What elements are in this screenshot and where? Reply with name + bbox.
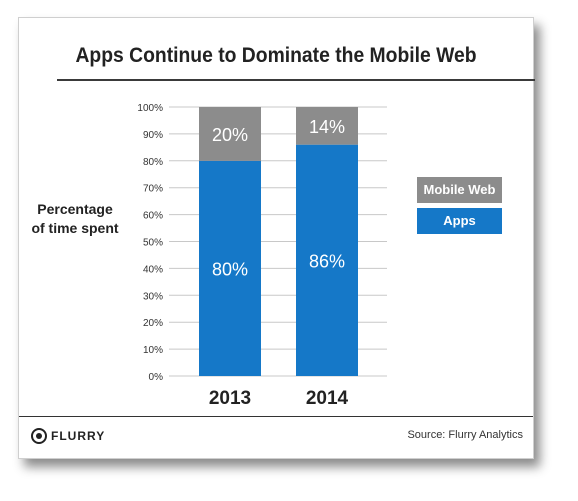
y-tick-label: 0% — [149, 372, 164, 383]
bar-data-label: 20% — [212, 125, 248, 145]
bar-mobile-web-2013 — [199, 107, 261, 161]
bar-data-label: 14% — [309, 117, 345, 137]
y-tick-label: 60% — [143, 211, 163, 222]
bar-apps-2013 — [199, 160, 261, 376]
legend-apps: Apps — [417, 208, 502, 234]
y-axis-label: Percentage of time spent — [25, 200, 125, 238]
source-note: Source: Flurry Analytics — [407, 429, 523, 441]
bar-data-label: 80% — [212, 259, 248, 279]
x-tick-label: 2013 — [209, 388, 251, 409]
y-tick-label: 70% — [143, 184, 163, 195]
x-tick-label: 2014 — [306, 388, 349, 409]
y-tick-label: 10% — [143, 345, 163, 356]
legend-mobile-web: Mobile Web — [417, 177, 502, 203]
bar-data-label: 86% — [309, 251, 345, 271]
chart-title: Apps Continue to Dominate the Mobile Web — [75, 44, 477, 67]
y-tick-label: 80% — [143, 157, 163, 168]
y-tick-label: 40% — [143, 264, 163, 275]
chart-card: Apps Continue to Dominate the Mobile Web… — [18, 17, 535, 459]
y-tick-label: 50% — [143, 238, 163, 249]
y-tick-label: 90% — [143, 130, 163, 141]
y-axis-label-line-2: of time spent — [31, 220, 119, 236]
y-axis-label-line-1: Percentage — [37, 201, 113, 217]
bar-apps-2014 — [296, 144, 358, 376]
y-tick-label: 100% — [137, 103, 163, 114]
flurry-logo-icon — [31, 428, 47, 444]
y-tick-label: 20% — [143, 318, 163, 329]
stacked-bar-chart: 0% 10% 20% 30% 40% 50% 60% 70% 80% 90% 100% 80% 20% 2… — [137, 103, 387, 409]
title-divider — [57, 79, 535, 81]
footer-divider — [19, 416, 533, 417]
bar-mobile-web-2014 — [296, 107, 358, 145]
y-tick-label: 30% — [143, 291, 163, 302]
flurry-logo: FLURRY — [31, 428, 105, 444]
flurry-logo-text: FLURRY — [51, 429, 106, 443]
